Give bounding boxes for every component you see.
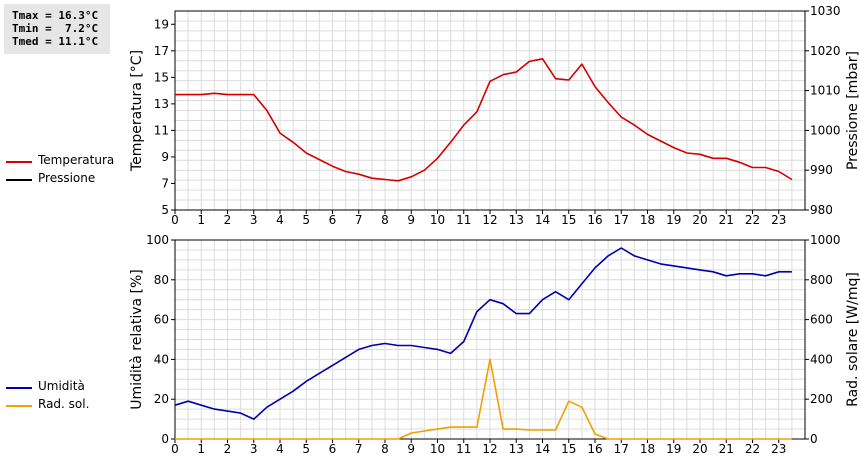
y2-tick-label: 1030 (810, 4, 841, 18)
legend-swatch-pressione (6, 179, 32, 181)
legend-swatch-temperatura (6, 161, 32, 163)
stats-tmin: Tmin = 7.2°C (12, 22, 99, 35)
y2-tick-label: 1010 (810, 84, 841, 98)
x-tick-label: 12 (482, 213, 497, 227)
y-axis-title: Temperatura [°C] (129, 50, 145, 172)
x-tick-label: 4 (276, 442, 284, 456)
y2-axis-title: Pressione [mbar] (845, 51, 860, 170)
x-tick-label: 7 (355, 442, 363, 456)
x-tick-label: 3 (250, 213, 258, 227)
x-tick-label: 20 (692, 442, 707, 456)
y-tick-label: 80 (154, 273, 169, 287)
y-tick-label: 11 (154, 123, 169, 137)
x-tick-label: 9 (407, 213, 415, 227)
x-tick-label: 18 (640, 213, 655, 227)
x-tick-label: 9 (407, 442, 415, 456)
x-tick-label: 15 (561, 213, 576, 227)
stats-tmed: Tmed = 11.1°C (12, 35, 99, 48)
x-tick-label: 6 (329, 442, 337, 456)
x-tick-label: 14 (535, 213, 550, 227)
y2-tick-label: 980 (810, 203, 833, 217)
x-tick-label: 23 (771, 442, 786, 456)
x-tick-label: 21 (719, 442, 734, 456)
x-tick-label: 14 (535, 442, 550, 456)
x-tick-label: 17 (614, 213, 629, 227)
x-tick-label: 16 (587, 213, 602, 227)
x-tick-label: 6 (329, 213, 337, 227)
x-tick-label: 18 (640, 442, 655, 456)
x-tick-label: 17 (614, 442, 629, 456)
y-axis-title: Umidità relativa [%] (129, 269, 145, 410)
y2-tick-label: 0 (810, 432, 818, 446)
x-tick-label: 10 (430, 442, 445, 456)
y2-tick-label: 1020 (810, 44, 841, 58)
y-tick-label: 20 (154, 392, 169, 406)
x-tick-label: 1 (197, 213, 205, 227)
x-tick-label: 19 (666, 442, 681, 456)
x-tick-label: 2 (224, 442, 232, 456)
x-tick-label: 1 (197, 442, 205, 456)
series-line-rad-sol- (175, 358, 792, 440)
x-tick-label: 13 (509, 213, 524, 227)
x-tick-label: 8 (381, 442, 389, 456)
x-tick-label: 4 (276, 213, 284, 227)
legend-swatch-umidita (6, 387, 32, 389)
x-tick-label: 0 (171, 442, 179, 456)
y2-axis-title: Rad. solare [W/mq] (845, 272, 860, 407)
chart-humidity-radiation: 0 1 2 3 4 5 6 7 8 9 10 11 12 13 14 15 16 17 18 19 20 21 22 2302… (129, 233, 860, 456)
x-tick-label: 7 (355, 213, 363, 227)
y-tick-label: 0 (161, 432, 169, 446)
x-tick-label: 19 (666, 213, 681, 227)
y2-tick-label: 990 (810, 163, 833, 177)
x-tick-label: 11 (456, 442, 471, 456)
y-tick-label: 15 (154, 70, 169, 84)
x-tick-label: 23 (771, 213, 786, 227)
x-tick-label: 2 (224, 213, 232, 227)
x-tick-label: 5 (302, 442, 310, 456)
x-tick-label: 8 (381, 213, 389, 227)
stats-box: Tmax = 16.3°C Tmin = 7.2°C Tmed = 11.1°C (4, 4, 110, 54)
y-tick-label: 17 (154, 44, 169, 58)
legend-label-umidita: Umidità (38, 379, 85, 393)
series-line-temperatura (175, 57, 793, 182)
y-tick-label: 7 (161, 176, 169, 190)
y-tick-label: 100 (146, 233, 169, 247)
x-tick-label: 15 (561, 442, 576, 456)
y-tick-label: 5 (161, 203, 169, 217)
y2-tick-label: 1000 (810, 123, 841, 137)
y2-tick-label: 400 (810, 352, 833, 366)
legend-swatch-rad-sol (6, 405, 32, 407)
x-tick-label: 22 (745, 442, 760, 456)
y2-tick-label: 600 (810, 313, 833, 327)
legend-label-temperatura: Temperatura (38, 153, 115, 167)
y-tick-label: 13 (154, 97, 169, 111)
series-line-umidit- (174, 247, 792, 420)
x-tick-label: 13 (509, 442, 524, 456)
y-tick-label: 40 (154, 352, 169, 366)
x-tick-label: 5 (302, 213, 310, 227)
x-tick-label: 12 (482, 442, 497, 456)
chart-temperature-pressure: 0 1 2 3 4 5 6 7 8 9 10 11 12 13 14 15 16 17 18 19 20 21 22 2357… (129, 4, 860, 227)
x-tick-label: 0 (171, 213, 179, 227)
y-tick-label: 60 (154, 313, 169, 327)
x-tick-label: 11 (456, 213, 471, 227)
x-tick-label: 20 (692, 213, 707, 227)
y-tick-label: 19 (154, 17, 169, 31)
y2-tick-label: 1000 (810, 233, 841, 247)
y2-tick-label: 800 (810, 273, 833, 287)
legend-label-pressione: Pressione (38, 171, 96, 185)
x-tick-label: 21 (719, 213, 734, 227)
x-tick-label: 16 (587, 442, 602, 456)
legend-label-rad-sol: Rad. sol. (38, 397, 90, 411)
x-tick-label: 3 (250, 442, 258, 456)
y2-tick-label: 200 (810, 392, 833, 406)
x-tick-label: 10 (430, 213, 445, 227)
stats-tmax: Tmax = 16.3°C (12, 9, 99, 22)
x-tick-label: 22 (745, 213, 760, 227)
y-tick-label: 9 (161, 150, 169, 164)
